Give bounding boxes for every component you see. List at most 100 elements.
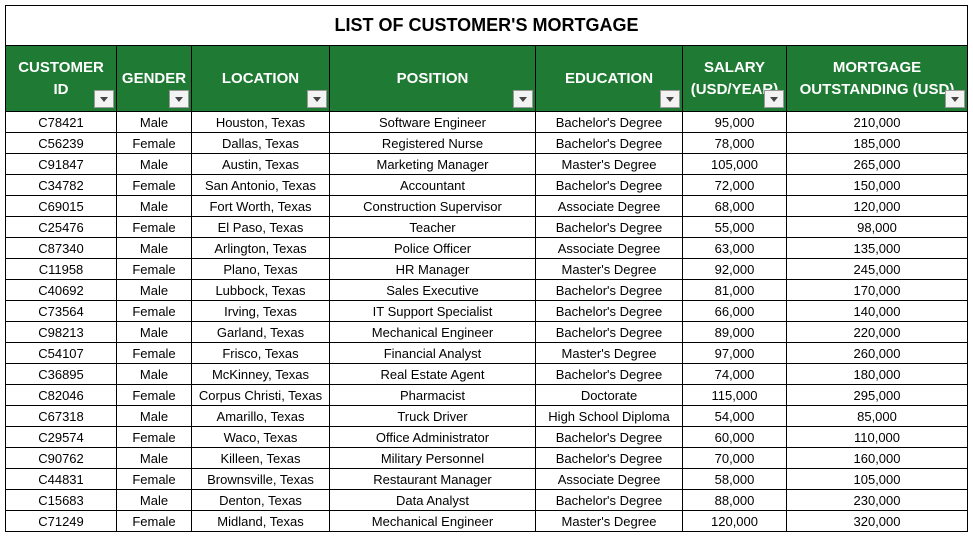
table-cell: Male bbox=[117, 448, 192, 469]
table-title: LIST OF CUSTOMER'S MORTGAGE bbox=[5, 5, 968, 46]
table-cell: 74,000 bbox=[683, 364, 787, 385]
table-cell: C71249 bbox=[5, 511, 117, 532]
table-cell: 70,000 bbox=[683, 448, 787, 469]
table-cell: Registered Nurse bbox=[330, 133, 536, 154]
filter-button[interactable] bbox=[660, 90, 680, 108]
table-cell: 63,000 bbox=[683, 238, 787, 259]
table-cell: C78421 bbox=[5, 112, 117, 133]
table-cell: C40692 bbox=[5, 280, 117, 301]
table-cell: C11958 bbox=[5, 259, 117, 280]
table-cell: 185,000 bbox=[787, 133, 968, 154]
column-header: EDUCATION bbox=[536, 46, 683, 112]
filter-button[interactable] bbox=[307, 90, 327, 108]
table-cell: Female bbox=[117, 259, 192, 280]
table-cell: Male bbox=[117, 154, 192, 175]
table-cell: C73564 bbox=[5, 301, 117, 322]
table-cell: Mechanical Engineer bbox=[330, 322, 536, 343]
table-cell: Garland, Texas bbox=[192, 322, 330, 343]
table-cell: Waco, Texas bbox=[192, 427, 330, 448]
table-cell: Male bbox=[117, 112, 192, 133]
table-cell: 68,000 bbox=[683, 196, 787, 217]
table-cell: Male bbox=[117, 196, 192, 217]
table-cell: Bachelor's Degree bbox=[536, 364, 683, 385]
table-cell: Frisco, Texas bbox=[192, 343, 330, 364]
table-cell: Bachelor's Degree bbox=[536, 133, 683, 154]
column-header: CUSTOMER ID bbox=[5, 46, 117, 112]
table-cell: Bachelor's Degree bbox=[536, 217, 683, 238]
table-cell: C44831 bbox=[5, 469, 117, 490]
table-cell: Bachelor's Degree bbox=[536, 427, 683, 448]
filter-button[interactable] bbox=[513, 90, 533, 108]
table-cell: 88,000 bbox=[683, 490, 787, 511]
table-cell: C29574 bbox=[5, 427, 117, 448]
column-header: MORTGAGE OUTSTANDING (USD) bbox=[787, 46, 968, 112]
table-cell: Truck Driver bbox=[330, 406, 536, 427]
filter-button[interactable] bbox=[764, 90, 784, 108]
table-cell: San Antonio, Texas bbox=[192, 175, 330, 196]
table-cell: Female bbox=[117, 133, 192, 154]
table-cell: 92,000 bbox=[683, 259, 787, 280]
table-cell: Plano, Texas bbox=[192, 259, 330, 280]
filter-button[interactable] bbox=[169, 90, 189, 108]
table-cell: 120,000 bbox=[787, 196, 968, 217]
table-cell: 54,000 bbox=[683, 406, 787, 427]
table-cell: 95,000 bbox=[683, 112, 787, 133]
table-cell: Associate Degree bbox=[536, 238, 683, 259]
table-cell: C69015 bbox=[5, 196, 117, 217]
table-cell: C82046 bbox=[5, 385, 117, 406]
table-cell: Associate Degree bbox=[536, 469, 683, 490]
table-cell: Killeen, Texas bbox=[192, 448, 330, 469]
table-cell: Austin, Texas bbox=[192, 154, 330, 175]
table-cell: Female bbox=[117, 301, 192, 322]
table-cell: 58,000 bbox=[683, 469, 787, 490]
table-cell: Master's Degree bbox=[536, 154, 683, 175]
table-cell: 210,000 bbox=[787, 112, 968, 133]
table-cell: 135,000 bbox=[787, 238, 968, 259]
table-cell: 66,000 bbox=[683, 301, 787, 322]
table-cell: 180,000 bbox=[787, 364, 968, 385]
table-cell: Sales Executive bbox=[330, 280, 536, 301]
table-cell: Master's Degree bbox=[536, 343, 683, 364]
table-cell: C15683 bbox=[5, 490, 117, 511]
table-cell: Midland, Texas bbox=[192, 511, 330, 532]
table-cell: Lubbock, Texas bbox=[192, 280, 330, 301]
table-cell: 89,000 bbox=[683, 322, 787, 343]
table-cell: C56239 bbox=[5, 133, 117, 154]
table-cell: 170,000 bbox=[787, 280, 968, 301]
table-cell: Police Officer bbox=[330, 238, 536, 259]
table-cell: Corpus Christi, Texas bbox=[192, 385, 330, 406]
table-cell: Bachelor's Degree bbox=[536, 448, 683, 469]
table-cell: Bachelor's Degree bbox=[536, 490, 683, 511]
table-cell: Master's Degree bbox=[536, 259, 683, 280]
table-cell: Female bbox=[117, 511, 192, 532]
table-cell: Amarillo, Texas bbox=[192, 406, 330, 427]
table-cell: Financial Analyst bbox=[330, 343, 536, 364]
table-cell: 60,000 bbox=[683, 427, 787, 448]
table-cell: 245,000 bbox=[787, 259, 968, 280]
table-cell: Bachelor's Degree bbox=[536, 112, 683, 133]
table-cell: C34782 bbox=[5, 175, 117, 196]
table-cell: Male bbox=[117, 280, 192, 301]
table-cell: Male bbox=[117, 238, 192, 259]
table-cell: 265,000 bbox=[787, 154, 968, 175]
table-cell: 115,000 bbox=[683, 385, 787, 406]
filter-button[interactable] bbox=[94, 90, 114, 108]
table-cell: HR Manager bbox=[330, 259, 536, 280]
table-cell: High School Diploma bbox=[536, 406, 683, 427]
table-cell: Master's Degree bbox=[536, 511, 683, 532]
table-cell: Female bbox=[117, 469, 192, 490]
table-cell: Marketing Manager bbox=[330, 154, 536, 175]
table-cell: Associate Degree bbox=[536, 196, 683, 217]
table-cell: Bachelor's Degree bbox=[536, 280, 683, 301]
table-cell: Doctorate bbox=[536, 385, 683, 406]
filter-button[interactable] bbox=[945, 90, 965, 108]
table-cell: Mechanical Engineer bbox=[330, 511, 536, 532]
table-cell: Denton, Texas bbox=[192, 490, 330, 511]
table-cell: Bachelor's Degree bbox=[536, 175, 683, 196]
table-cell: Female bbox=[117, 385, 192, 406]
table-cell: 140,000 bbox=[787, 301, 968, 322]
table-cell: Arlington, Texas bbox=[192, 238, 330, 259]
table-cell: Data Analyst bbox=[330, 490, 536, 511]
table-cell: Software Engineer bbox=[330, 112, 536, 133]
